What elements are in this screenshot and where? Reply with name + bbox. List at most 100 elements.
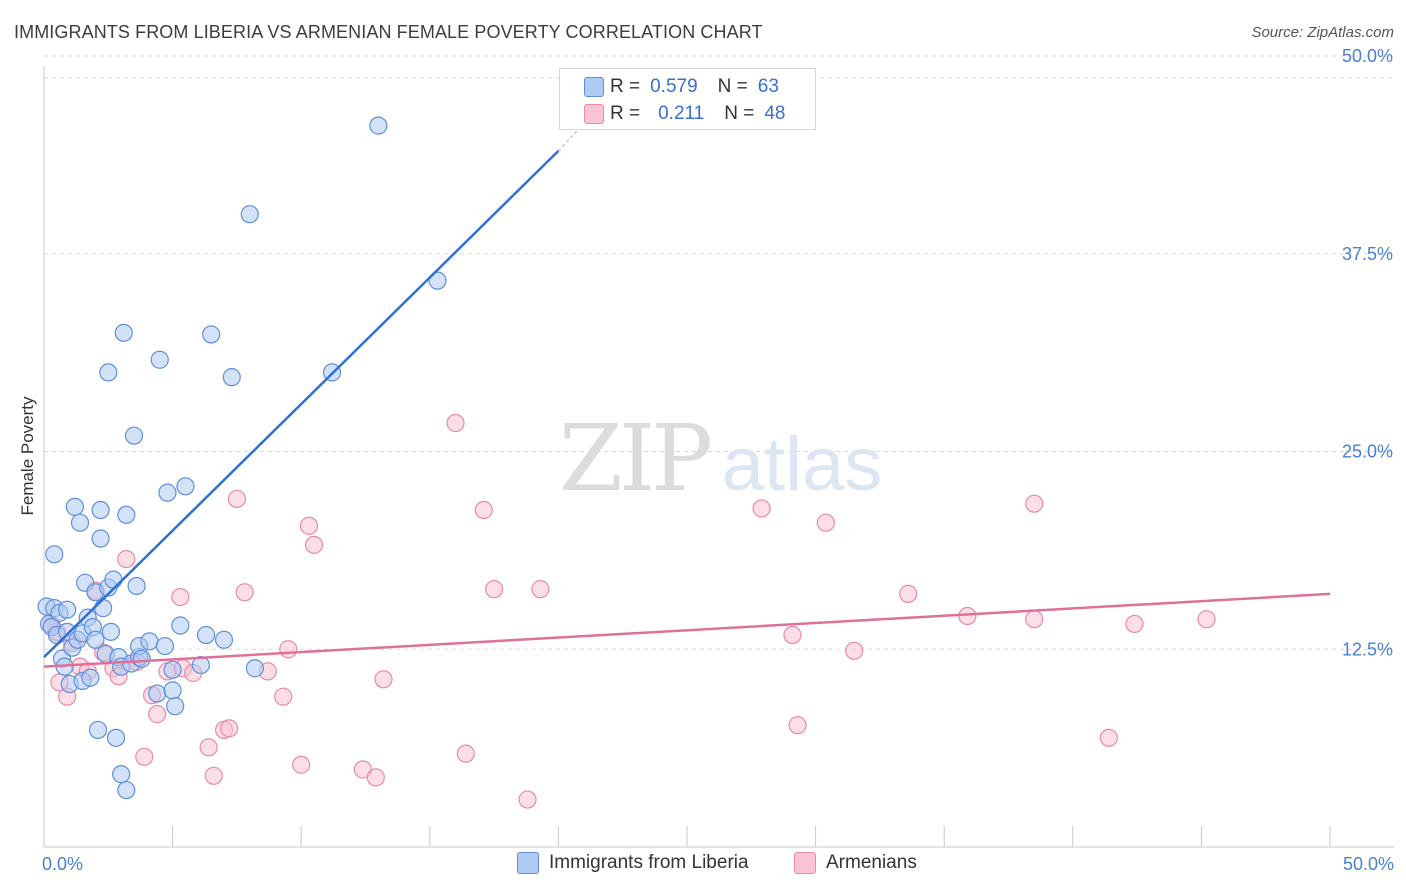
liberia-point [58,600,77,619]
armenians-point [366,768,385,787]
legend-item-liberia[interactable]: Immigrants from Liberia [517,852,749,874]
armenians-point [1197,610,1216,629]
liberia-point [127,576,146,596]
armenians-point [199,738,218,757]
legend-label: Immigrants from Liberia [549,852,749,873]
liberia-point [99,363,118,382]
liberia-point [81,668,100,687]
tick-labels: 12.5% 25.0% 37.5% 50.0% 0.0% 50.0% [42,46,1394,874]
armenians-trend-line [43,592,1331,668]
chart-title: IMMIGRANTS FROM LIBERIA VS ARMENIAN FEMA… [14,22,763,42]
liberia-point [86,630,105,649]
liberia-point [114,323,133,342]
armenians-point [816,513,835,532]
legend-label: Armenians [826,852,917,873]
armenians-point [1025,494,1044,513]
liberia-point [163,681,182,700]
armenians-point [456,744,475,763]
liberia-point [91,529,110,548]
liberia-point [240,205,259,224]
armenians-point [485,580,504,599]
y-tick-label: 37.5% [1342,244,1393,264]
liberia-point [245,659,265,678]
legend-n-label: N = [724,103,755,124]
armenians-point [752,499,771,518]
y-tick-label: 25.0% [1342,442,1393,462]
liberia-point [132,649,151,668]
legend-item-armenians[interactable]: Armenians [794,852,917,874]
source-label: Source: ZipAtlas.com [1251,24,1394,41]
legend-row-liberia: R = 0.579 N = 63 [584,75,779,99]
watermark-zip: ZIP [559,405,710,512]
y-tick-label: 50.0% [1342,46,1393,66]
armenians-point [117,549,136,569]
armenians-point [1125,614,1144,634]
liberia-point [196,625,216,645]
liberia-point [202,325,221,344]
liberia-points [37,116,447,800]
armenians-point [374,670,393,689]
legend-swatch-pink [794,852,816,874]
liberia-point [88,720,108,740]
legend-r-value: 0.211 [658,103,705,124]
liberia-trend-line [43,150,560,659]
liberia-point [171,616,190,635]
armenians-point [292,755,311,774]
legend-swatch-blue [517,852,539,874]
armenians-point [304,535,324,554]
armenians-point [446,413,465,433]
liberia-point [428,271,447,290]
armenians-point [531,580,550,599]
liberia-point [117,505,136,524]
armenians-point [148,705,167,724]
legend-row-armenians: R = 0.211 N = 48 [584,102,786,126]
watermark-atlas: atlas [722,422,883,507]
armenians-point [274,687,293,706]
liberia-point [140,632,159,651]
liberia-point [222,368,241,387]
armenians-point [235,583,254,602]
armenians-point [135,747,154,766]
legend-swatch-pink [584,104,604,124]
y-tick-label: 12.5% [1342,639,1393,659]
liberia-point [117,780,136,800]
armenians-point [279,640,298,659]
liberia-point [65,497,84,516]
legend-n-value: 48 [764,103,786,124]
armenians-point [518,790,537,809]
liberia-point [106,728,126,747]
armenians-point [220,719,239,738]
x-tick-label: 0.0% [42,854,83,874]
legend-r-label: R = [610,103,641,124]
watermark: ZIP atlas [559,405,882,512]
liberia-point [104,570,123,589]
liberia-point [124,426,144,445]
series-legend: Immigrants from Liberia Armenians [0,852,1406,878]
legend-swatch-blue [584,77,604,97]
legend-r-label: R = [610,76,641,97]
armenians-point [899,584,918,603]
liberia-point [91,500,110,520]
x-tick-label: 50.0% [1343,854,1394,874]
armenians-point [474,500,493,520]
liberia-point [70,513,90,532]
liberia-point [369,116,388,135]
correlation-legend: R = 0.579 N = 63 R = 0.211 N = 48 [559,68,816,130]
armenians-point [1025,610,1044,629]
liberia-point [158,483,177,502]
liberia-point [148,684,167,703]
liberia-point [214,630,234,649]
liberia-point [101,622,120,641]
gridlines [44,55,1394,650]
legend-r-value: 0.579 [650,76,698,97]
liberia-point [155,636,174,656]
liberia-point [166,697,185,716]
liberia-point [94,599,113,618]
liberia-point [150,350,169,369]
armenians-point [227,489,246,509]
armenians-point [299,516,319,535]
armenians-point [204,766,223,785]
liberia-point [176,477,195,496]
legend-n-label: N = [717,76,748,97]
